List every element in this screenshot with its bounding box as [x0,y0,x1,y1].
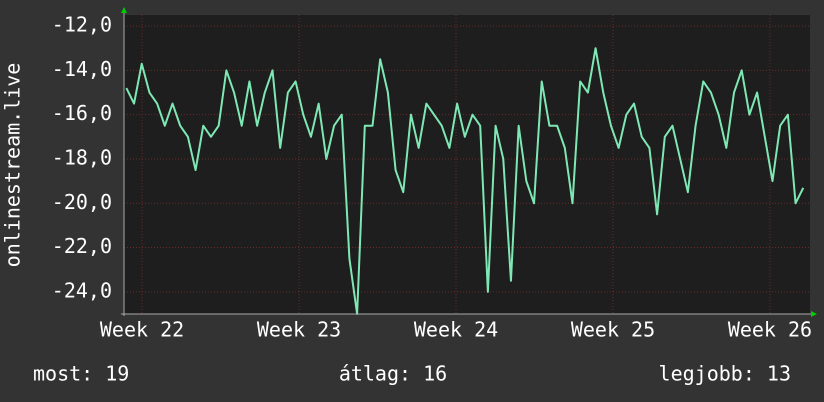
x-tick-label: Week 22 [100,318,184,342]
x-tick-label: Week 25 [571,318,655,342]
y-axis-title: onlinestream.live [1,63,25,268]
y-tick-label: -16,0 [52,101,112,125]
y-tick-label: -22,0 [52,234,112,258]
y-arrow [121,7,127,13]
x-arrow [811,311,817,317]
x-tick-label: Week 24 [414,318,498,342]
y-tick-label: -20,0 [52,190,112,214]
footer-current: most: 19 [33,362,129,386]
y-tick-label: -14,0 [52,57,112,81]
x-tick-label: Week 26 [728,318,812,342]
line [125,47,805,315]
series [125,47,805,315]
x-tick-label: Week 23 [257,318,341,342]
footer-average: átlag: 16 [339,362,447,386]
plot-area [124,15,810,314]
y-tick-label: -18,0 [52,145,112,169]
y-tick-label: -12,0 [52,13,112,37]
footer-best: legjobb: 13 [659,362,791,386]
y-tick-label: -24,0 [52,278,112,302]
